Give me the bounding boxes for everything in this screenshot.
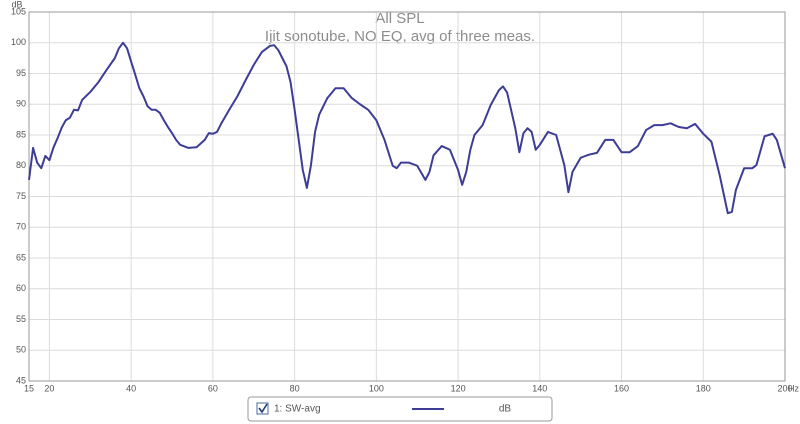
chart-title: All SPL: [375, 10, 424, 27]
y-tick-label: 90: [16, 99, 26, 109]
x-tick-label: 140: [532, 383, 547, 393]
y-tick-label: 55: [16, 314, 26, 324]
y-tick-label: 75: [16, 191, 26, 201]
y-tick-label: 50: [16, 345, 26, 355]
y-tick-label: 70: [16, 222, 26, 232]
x-tick-label: 40: [126, 383, 136, 393]
legend-checkbox[interactable]: [256, 402, 269, 415]
y-tick-label: 95: [16, 68, 26, 78]
y-tick-label: 65: [16, 252, 26, 262]
legend-label: 1: SW-avg: [274, 404, 321, 415]
x-tick-label: 100: [369, 383, 384, 393]
legend: 1: SW-avg dB: [247, 396, 553, 422]
chart-subtitle: Ijit sonotube, NO EQ, avg of three meas.: [265, 28, 535, 45]
y-tick-label: 85: [16, 129, 26, 139]
x-tick-label: 80: [290, 383, 300, 393]
x-tick-label: 120: [451, 383, 466, 393]
y-tick-label: 60: [16, 283, 26, 293]
y-tick-label: 45: [16, 375, 26, 385]
legend-unit: dB: [499, 404, 512, 415]
y-tick-label: 105: [11, 6, 26, 16]
x-tick-label: 200: [777, 383, 792, 393]
y-tick-label: 100: [11, 37, 26, 47]
x-tick-label: 60: [208, 383, 218, 393]
x-tick-label: 160: [614, 383, 629, 393]
x-tick-label: 20: [44, 383, 54, 393]
legend-box: [247, 396, 553, 422]
x-tick-label: 180: [696, 383, 711, 393]
x-unit: Hz: [788, 383, 799, 393]
y-tick-label: 80: [16, 160, 26, 170]
data-line: [28, 41, 786, 215]
legend-check: [258, 403, 268, 414]
x-tick-label: 15: [24, 383, 34, 393]
plot-frame: [28, 11, 786, 382]
y-unit: dB: [11, 0, 22, 9]
